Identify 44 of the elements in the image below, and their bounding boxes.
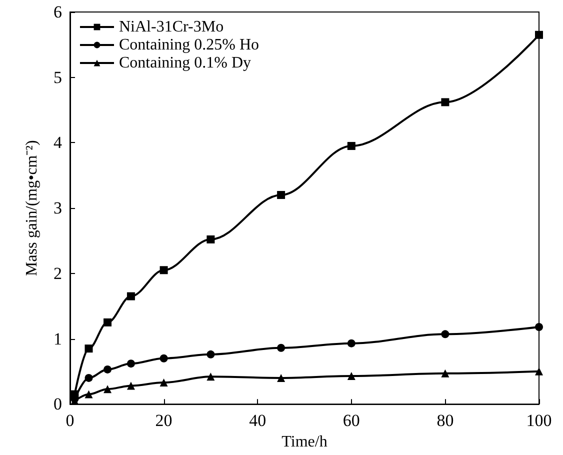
x-axis-title: Time/h (282, 434, 328, 450)
point (126, 360, 135, 368)
point (104, 385, 112, 394)
y-tick-label: 4 (54, 133, 62, 152)
point (126, 292, 135, 300)
point (206, 372, 215, 381)
point (160, 378, 168, 387)
point (126, 382, 135, 390)
point (160, 266, 168, 274)
legend-label: NiAl-31Cr-3Mo (119, 18, 224, 36)
point (84, 390, 93, 398)
point (160, 354, 168, 362)
point (347, 372, 356, 380)
x-tick-label: 20 (155, 411, 172, 430)
x-tick-label: 80 (436, 411, 454, 430)
y-tick-label: 6 (54, 2, 62, 22)
point (441, 330, 450, 338)
point (277, 374, 286, 382)
point (206, 235, 215, 244)
point (441, 369, 450, 378)
point (441, 98, 450, 106)
point (277, 190, 286, 199)
point (104, 365, 112, 374)
point (104, 318, 112, 326)
y-tick-label: 3 (54, 198, 62, 218)
point (535, 322, 543, 331)
x-tick-label: 60 (342, 411, 360, 430)
x-tick-label: 100 (526, 411, 552, 430)
legend-label: Containing 0.25% Ho (119, 36, 259, 54)
point (535, 30, 543, 39)
legend-label: Containing 0.1% Dy (119, 54, 251, 72)
y-tick-label: 2 (54, 264, 62, 283)
point (347, 142, 356, 150)
x-tick-label: 0 (66, 411, 74, 430)
y-tick-label: 0 (54, 394, 62, 414)
y-axis-title: Mass gain/(mg•cm⁻²) (24, 140, 40, 276)
point (84, 374, 93, 382)
x-tick-label: 40 (249, 411, 266, 430)
point (277, 344, 286, 352)
point (206, 350, 215, 358)
point (347, 339, 356, 348)
y-tick-label: 5 (54, 68, 62, 87)
y-tick-label: 1 (54, 329, 62, 348)
point (84, 344, 93, 353)
